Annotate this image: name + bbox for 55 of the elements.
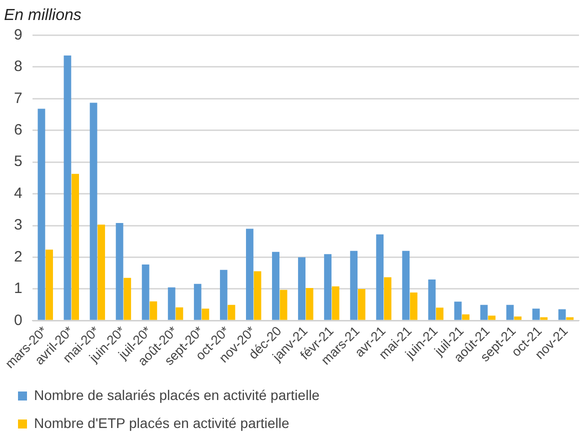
bar [194,284,202,320]
bar [480,304,488,320]
bar [246,228,254,320]
bar [506,304,514,320]
chart-title: En millions [4,7,82,24]
bar [488,316,496,320]
bar [384,277,392,320]
bar [38,108,46,320]
bar [124,278,132,320]
bar [462,314,470,320]
bar [176,307,184,320]
y-tick-label: 4 [14,184,22,202]
bar [254,271,262,320]
bar [64,56,72,320]
bar [454,302,462,320]
y-tick-label: 0 [14,312,22,329]
bar [46,250,53,320]
bar [228,304,236,320]
bar [272,252,280,320]
y-tick-label: 7 [14,90,22,107]
bar [168,287,176,320]
bar [376,234,384,320]
bar [436,308,444,320]
legend-label: Nombre d'ETP placés en activité partielle [34,414,290,431]
bar [566,317,574,320]
bar [72,174,80,320]
bar [116,222,124,320]
y-tick-label: 9 [14,26,22,44]
bar [402,250,410,320]
bar [514,316,522,320]
y-tick-label: 2 [14,248,22,266]
bar [150,301,158,320]
bar [142,264,150,320]
bar [280,290,288,320]
bar [202,308,210,320]
bar [332,286,340,320]
bar [324,254,332,320]
bar [306,288,314,320]
bar [350,250,358,320]
legend-label: Nombre de salariés placés en activité partielle [34,386,320,403]
y-tick-label: 8 [14,58,22,76]
bar [558,309,566,320]
y-tick-label: 5 [14,153,22,170]
bar [532,308,540,320]
y-tick-label: 1 [14,280,22,298]
bar [428,279,436,320]
bar [298,257,306,320]
bar [98,224,106,320]
bar [220,270,228,320]
bar [90,102,98,320]
bar [410,292,418,320]
bar [540,317,548,320]
y-tick-label: 6 [14,122,22,138]
y-tick-label: 3 [14,216,22,234]
bar [358,288,366,320]
